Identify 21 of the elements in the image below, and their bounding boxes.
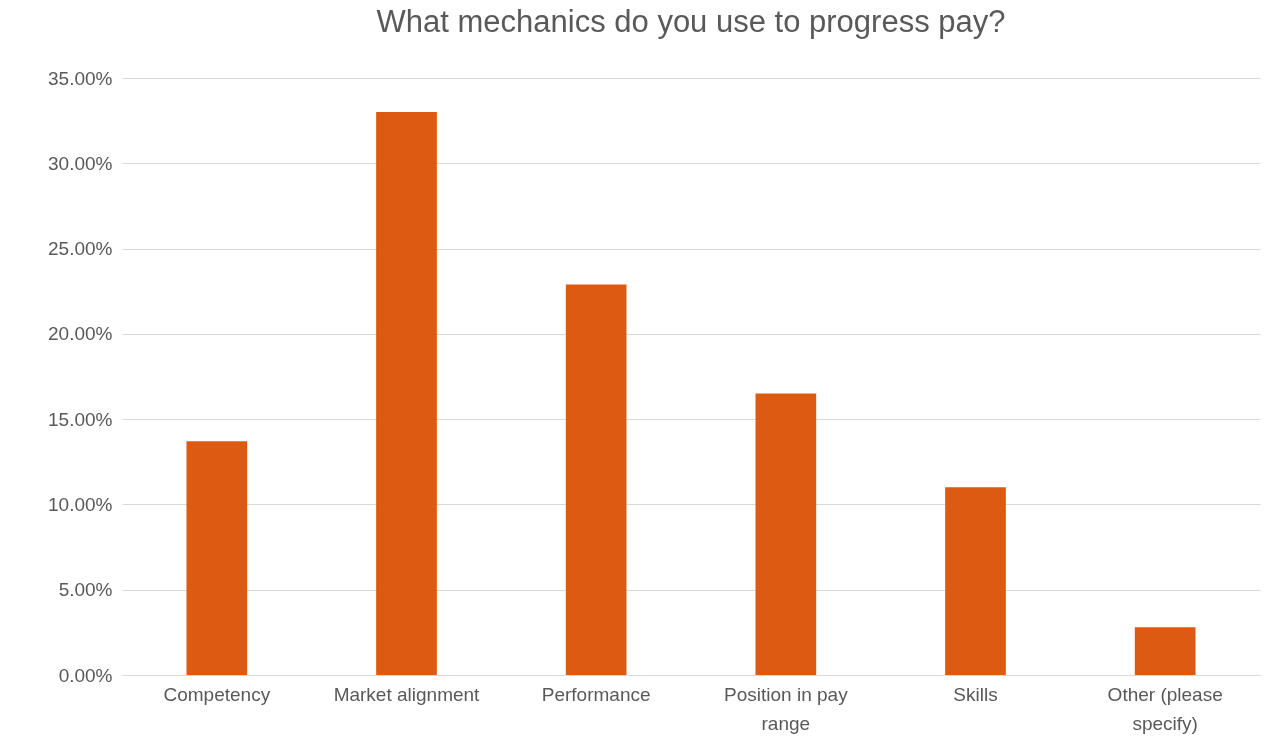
x-tick-label: Other (please specify) <box>1107 683 1223 734</box>
y-tick-label: 20.00% <box>48 323 113 345</box>
y-tick-label: 30.00% <box>48 152 113 174</box>
y-tick-label: 25.00% <box>48 238 113 260</box>
y-tick-label: 15.00% <box>48 408 113 430</box>
x-tick-label: Position in pay range <box>724 683 849 734</box>
bar <box>565 284 627 675</box>
x-tick-label: Competency <box>163 683 271 705</box>
y-tick-label: 5.00% <box>58 579 113 601</box>
y-tick-label: 10.00% <box>48 493 113 515</box>
x-tick-label: Performance <box>541 683 651 705</box>
x-tick-label: Skills <box>953 683 998 705</box>
bar <box>186 441 248 675</box>
y-tick-label: 35.00% <box>48 67 113 89</box>
bar <box>755 393 817 675</box>
chart-title: What mechanics do you use to progress pay? <box>376 4 1006 39</box>
bar <box>376 112 437 675</box>
bar <box>1134 627 1196 675</box>
y-tick-label: 0.00% <box>58 664 113 686</box>
bar <box>945 487 1006 675</box>
x-tick-label: Market alignment <box>333 683 481 705</box>
